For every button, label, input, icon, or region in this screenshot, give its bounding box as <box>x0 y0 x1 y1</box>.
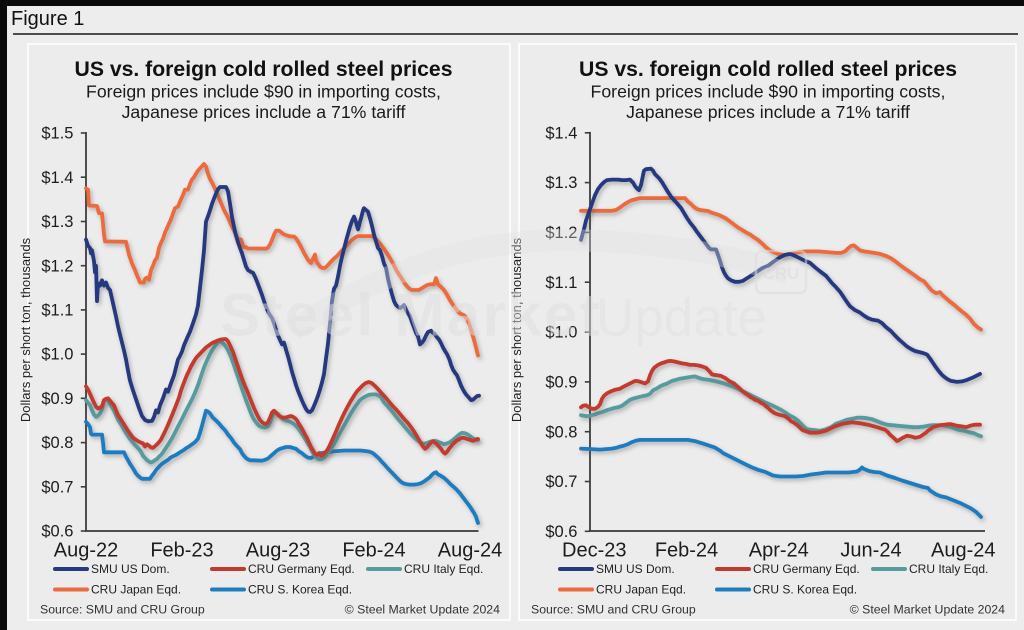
svg-text:Steel Market: Steel Market <box>220 282 602 349</box>
svg-text:$0.9: $0.9 <box>545 374 577 392</box>
svg-text:$0.7: $0.7 <box>545 473 577 491</box>
svg-text:$1.3: $1.3 <box>41 213 73 231</box>
svg-text:$1.4: $1.4 <box>41 169 73 187</box>
svg-text:CRU Japan Eqd.: CRU Japan Eqd. <box>596 583 686 597</box>
svg-text:Update: Update <box>596 289 767 348</box>
svg-text:US vs. foreign cold rolled ste: US vs. foreign cold rolled steel prices <box>75 58 453 81</box>
svg-text:Jun-24: Jun-24 <box>840 540 901 562</box>
svg-text:CRU Germany Eqd.: CRU Germany Eqd. <box>248 562 355 576</box>
svg-text:Apr-24: Apr-24 <box>749 540 809 562</box>
svg-text:Dollars per short ton, thousan: Dollars per short ton, thousands <box>509 237 524 422</box>
svg-text:$1.4: $1.4 <box>545 124 577 142</box>
svg-text:$0.7: $0.7 <box>41 478 73 496</box>
svg-text:Dollars per short ton, thousan: Dollars per short ton, thousands <box>18 237 33 422</box>
svg-text:$0.8: $0.8 <box>41 434 73 452</box>
svg-text:Japanese prices include a 71%: Japanese prices include a 71% tariff <box>122 102 406 122</box>
svg-text:CRU Italy Eqd.: CRU Italy Eqd. <box>404 562 483 576</box>
svg-text:CRU Italy Eqd.: CRU Italy Eqd. <box>909 562 988 576</box>
svg-text:$1.2: $1.2 <box>41 257 73 275</box>
svg-text:$1.3: $1.3 <box>545 174 577 192</box>
svg-text:CRU S. Korea Eqd.: CRU S. Korea Eqd. <box>248 583 352 597</box>
svg-text:SMU US Dom.: SMU US Dom. <box>596 562 675 576</box>
svg-text:Aug-22: Aug-22 <box>54 540 119 562</box>
svg-text:CRU S. Korea Eqd.: CRU S. Korea Eqd. <box>753 583 857 597</box>
svg-text:Feb-24: Feb-24 <box>655 540 718 562</box>
svg-text:CRU Germany Eqd.: CRU Germany Eqd. <box>753 562 860 576</box>
svg-text:Aug-23: Aug-23 <box>246 540 311 562</box>
svg-text:$1.2: $1.2 <box>545 224 577 242</box>
svg-text:$1.5: $1.5 <box>41 125 73 143</box>
svg-text:Feb-23: Feb-23 <box>150 540 213 562</box>
svg-text:US vs. foreign cold rolled ste: US vs. foreign cold rolled steel prices <box>579 58 957 81</box>
svg-text:Source: SMU and CRU Group: Source: SMU and CRU Group <box>40 603 205 617</box>
svg-text:$0.6: $0.6 <box>545 523 577 541</box>
svg-text:Aug-24: Aug-24 <box>931 540 996 562</box>
svg-text:Foreign prices include $90 in: Foreign prices include $90 in importing … <box>591 82 946 102</box>
svg-text:$0.9: $0.9 <box>41 390 73 408</box>
svg-text:$0.8: $0.8 <box>545 423 577 441</box>
svg-text:Source: SMU and CRU Group: Source: SMU and CRU Group <box>531 603 696 617</box>
svg-text:Dec-23: Dec-23 <box>562 540 626 562</box>
svg-text:© Steel Market Update 2024: © Steel Market Update 2024 <box>850 603 1006 617</box>
svg-text:$0.6: $0.6 <box>41 523 73 541</box>
svg-text:$1.1: $1.1 <box>41 302 73 320</box>
svg-text:$1.0: $1.0 <box>41 346 73 364</box>
svg-text:© Steel Market Update 2024: © Steel Market Update 2024 <box>345 603 501 617</box>
svg-text:Japanese prices include a 71%: Japanese prices include a 71% tariff <box>626 102 910 122</box>
svg-text:$1.1: $1.1 <box>545 274 577 292</box>
svg-text:Foreign prices include $90 in: Foreign prices include $90 in importing … <box>86 82 441 102</box>
svg-text:SMU US Dom.: SMU US Dom. <box>91 562 170 576</box>
svg-text:Aug-24: Aug-24 <box>438 540 503 562</box>
svg-text:$1.0: $1.0 <box>545 324 577 342</box>
svg-text:CRU: CRU <box>763 264 800 283</box>
svg-text:Feb-24: Feb-24 <box>342 540 405 562</box>
svg-text:CRU Japan Eqd.: CRU Japan Eqd. <box>91 583 181 597</box>
